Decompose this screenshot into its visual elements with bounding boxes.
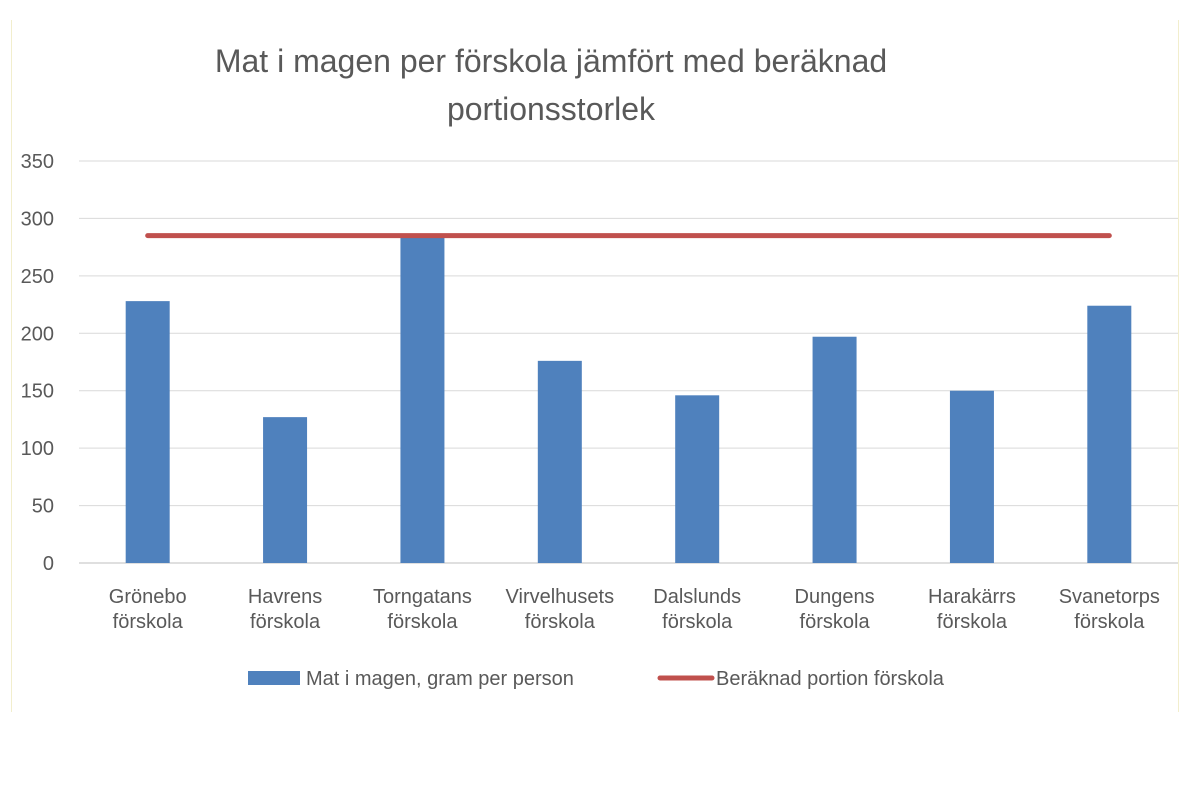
x-tick-label-line: Havrens — [248, 586, 322, 608]
x-tick-label-line: förskola — [113, 611, 184, 633]
x-tick-label: Torngatans förskola — [373, 586, 472, 633]
x-tick-label: Dungens förskola — [795, 586, 875, 633]
x-tick-label: Grönebo förskola — [109, 586, 187, 633]
bar — [537, 360, 582, 563]
legend: Mat i magen, gram per person Beräknad por… — [248, 668, 945, 690]
x-tick-label-line: Svanetorps — [1059, 586, 1160, 608]
x-tick-label-line: Grönebo — [109, 586, 187, 608]
bar — [949, 390, 994, 563]
legend-label-bars: Mat i magen, gram per person — [306, 668, 574, 690]
bar — [675, 395, 720, 563]
x-tick-label: Svanetorps förskola — [1059, 586, 1160, 633]
chart-area: Mat i magen per förskola jämfört med ber… — [11, 20, 1179, 712]
bar — [400, 235, 445, 563]
gridlines — [79, 160, 1178, 564]
legend-label-line: Beräknad portion förskola — [716, 668, 945, 690]
bar — [1087, 305, 1132, 563]
y-tick-label: 150 — [21, 381, 54, 403]
x-tick-label-line: Dungens — [795, 586, 875, 608]
bar-series — [125, 235, 1132, 563]
x-tick-label-line: Virvelhusets — [506, 586, 615, 608]
x-tick-label-line: förskola — [1074, 611, 1145, 633]
legend-bar-swatch — [248, 671, 300, 685]
x-tick-label-line: förskola — [662, 611, 733, 633]
y-tick-label: 250 — [21, 266, 54, 288]
bar — [812, 336, 857, 563]
x-tick-label: Havrens förskola — [248, 586, 322, 633]
y-tick-label: 350 — [21, 151, 54, 173]
x-tick-label-line: förskola — [387, 611, 458, 633]
x-tick-label-line: Harakärrs — [928, 586, 1016, 608]
x-tick-label: Virvelhusets förskola — [506, 586, 615, 633]
chart-title-line-2: portionsstorlek — [447, 91, 656, 127]
x-tick-label-line: förskola — [250, 611, 321, 633]
x-tick-label-line: förskola — [800, 611, 871, 633]
x-tick-label: Harakärrs förskola — [928, 586, 1016, 633]
y-tick-label: 0 — [43, 553, 54, 575]
y-axis: 0 50 100 150 200 250 300 350 — [21, 151, 54, 575]
x-tick-label-line: Torngatans — [373, 586, 472, 608]
bar — [263, 417, 308, 563]
x-tick-label-line: förskola — [525, 611, 596, 633]
chart-title-line-1: Mat i magen per förskola jämfört med ber… — [215, 43, 887, 79]
chart-title: Mat i magen per förskola jämfört med ber… — [215, 43, 887, 127]
x-tick-label: Dalslunds förskola — [653, 586, 741, 633]
y-tick-label: 50 — [32, 496, 54, 518]
y-tick-label: 100 — [21, 438, 54, 460]
x-tick-label-line: förskola — [937, 611, 1008, 633]
bar — [125, 301, 170, 563]
y-tick-label: 300 — [21, 208, 54, 230]
bar-chart: Mat i magen per förskola jämfört med ber… — [21, 43, 1178, 690]
x-tick-label-line: Dalslunds — [653, 586, 741, 608]
y-tick-label: 200 — [21, 323, 54, 345]
